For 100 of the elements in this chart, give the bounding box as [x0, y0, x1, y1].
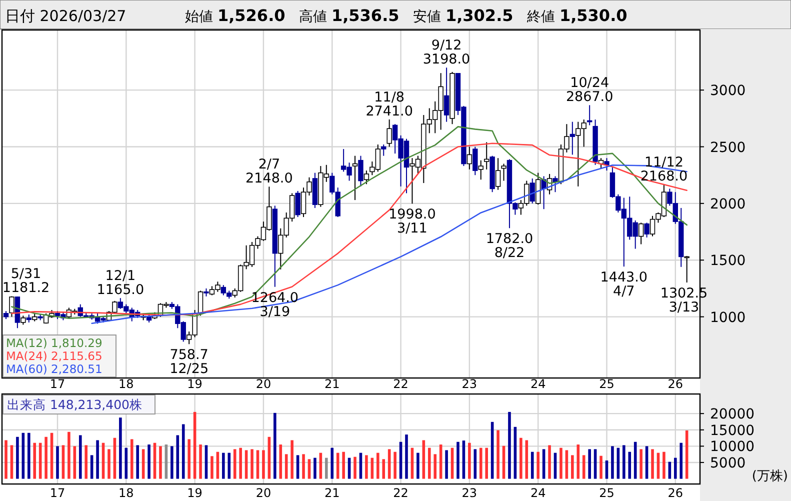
bar [514, 426, 517, 479]
candlestick [352, 155, 358, 201]
y-axis-title: (万株) [752, 469, 788, 484]
x-tick-label: 19 [187, 377, 202, 391]
bar [296, 455, 300, 479]
candlestick [535, 172, 541, 206]
y-tick-label: 1500 [710, 253, 746, 270]
text: MA(60) 2,280.51 [6, 362, 102, 376]
bar [153, 442, 156, 479]
bar [90, 455, 94, 479]
annotation: 758.7 12/25 [170, 347, 209, 378]
x-tick-label: 18 [118, 377, 134, 391]
bar [176, 435, 180, 479]
bar [605, 460, 608, 479]
y-tick-label: 3000 [710, 83, 746, 100]
annotation: 11/8 2741.0 [366, 89, 413, 120]
bar [239, 448, 242, 479]
bar [520, 438, 522, 479]
bar [542, 449, 546, 479]
bar [199, 444, 202, 479]
annotation: 10/24 2867.0 [566, 75, 614, 106]
bar [571, 455, 574, 479]
bar [159, 446, 162, 479]
bar [188, 439, 190, 479]
bar [164, 444, 168, 479]
bar [119, 418, 122, 479]
bar [354, 456, 356, 479]
chart-title: 日付 2026/03/27 [5, 7, 126, 25]
bar [73, 446, 76, 479]
y-tick-label: 5000 [710, 455, 746, 472]
candlestick [644, 222, 650, 238]
x-tick-label: 24 [530, 377, 546, 391]
bar [279, 444, 282, 479]
bar [250, 449, 254, 479]
bar [634, 442, 637, 479]
bar [388, 449, 391, 479]
bar [130, 439, 134, 479]
bar [462, 440, 466, 479]
bar [560, 448, 562, 479]
bar [148, 444, 150, 479]
y-tick-label: 1000 [710, 310, 746, 326]
bar [108, 449, 110, 479]
text: 高値 1,536.5 [299, 6, 400, 25]
candlestick [9, 296, 14, 318]
bar [622, 445, 626, 479]
bar [456, 442, 460, 479]
annotation: 11/12 2168.0 [640, 154, 688, 184]
x-tick-label: 25 [599, 377, 614, 391]
candlestick [530, 178, 535, 204]
bar [68, 432, 70, 479]
bar [434, 454, 437, 479]
bar [651, 449, 654, 479]
bar [416, 452, 420, 479]
annotation: 9/12 3198.0 [422, 38, 470, 68]
bar [102, 442, 105, 479]
candlestick [638, 222, 644, 245]
bar [582, 455, 586, 479]
bar [485, 448, 488, 479]
bar [628, 452, 632, 479]
bar [38, 442, 42, 479]
x-tick-label: 17 [50, 377, 66, 391]
bar [4, 440, 8, 479]
bar [62, 445, 65, 479]
bar [645, 446, 648, 479]
text: MA(24) 2,115.65 [6, 349, 102, 363]
bar [308, 459, 311, 479]
bar [233, 449, 236, 479]
bar [548, 445, 551, 479]
bar [210, 456, 214, 479]
x-tick-label: 18 [118, 486, 134, 500]
candlestick [684, 255, 690, 283]
candlestick [364, 170, 370, 185]
y-tick-label: 20000 [710, 406, 755, 423]
chart-title: 出来高 148,213,400株 [7, 397, 142, 412]
candlestick [198, 290, 204, 316]
text: 終値 1,530.0 [526, 6, 628, 25]
candlestick [386, 118, 392, 148]
bar [680, 442, 683, 479]
bar [16, 436, 19, 479]
bar [565, 450, 568, 479]
bar [674, 458, 677, 479]
bar [342, 452, 345, 479]
x-tick-label: 20 [256, 377, 272, 391]
series-label: MA(12) 1,810.29 [6, 336, 102, 350]
annotation: 1782.0 8/22 [486, 231, 534, 262]
bar [244, 450, 248, 479]
candlestick [552, 176, 558, 193]
y-tick-label: 2000 [710, 196, 746, 212]
bar [382, 459, 386, 479]
x-tick-label: 20 [256, 486, 272, 500]
candlestick [495, 158, 501, 190]
candlestick [381, 144, 386, 156]
x-tick-label: 23 [462, 486, 478, 500]
bar [78, 435, 82, 479]
y-tick-label: 2500 [710, 140, 746, 156]
bar [136, 445, 139, 479]
bar [204, 445, 208, 479]
text: 始値 1,526.0 [185, 6, 286, 25]
bar [44, 436, 48, 479]
y-tick-label: 10000 [710, 439, 755, 456]
